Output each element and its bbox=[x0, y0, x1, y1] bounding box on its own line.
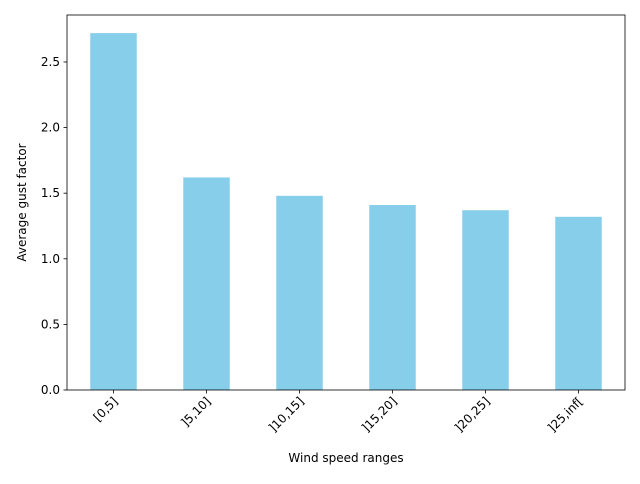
bars-group bbox=[90, 33, 602, 391]
y-tick-label: 0.5 bbox=[41, 317, 60, 331]
bar-4 bbox=[462, 210, 509, 390]
y-tick-label: 0.0 bbox=[41, 383, 60, 397]
x-tick-label: ]20,25] bbox=[452, 394, 493, 435]
bar-5 bbox=[555, 216, 602, 390]
y-axis-label: Average gust factor bbox=[15, 143, 29, 261]
bar-0 bbox=[90, 33, 137, 391]
x-tick-label: [0,5] bbox=[91, 394, 121, 424]
y-tick-label: 2.0 bbox=[41, 121, 60, 135]
bar-2 bbox=[276, 195, 323, 390]
x-tick-label: ]10,15] bbox=[266, 394, 307, 435]
x-tick-label: ]5,10] bbox=[178, 394, 213, 429]
x-tick-label: ]25,inf[ bbox=[545, 394, 586, 435]
plot-frame bbox=[66, 14, 626, 391]
x-tick-label: ]15,20] bbox=[359, 394, 400, 435]
x-axis-label: Wind speed ranges bbox=[288, 451, 403, 465]
y-axis: 0.0 0.5 1.0 1.5 2.0 2.5 bbox=[41, 55, 67, 397]
y-tick-label: 1.0 bbox=[41, 252, 60, 266]
bar-1 bbox=[183, 177, 230, 390]
y-tick-label: 1.5 bbox=[41, 186, 60, 200]
bar-3 bbox=[369, 204, 416, 390]
x-axis: [0,5] ]5,10] ]10,15] ]15,20] ]20,25] ]25,inf[ bbox=[91, 390, 586, 435]
y-tick-label: 2.5 bbox=[41, 55, 60, 69]
